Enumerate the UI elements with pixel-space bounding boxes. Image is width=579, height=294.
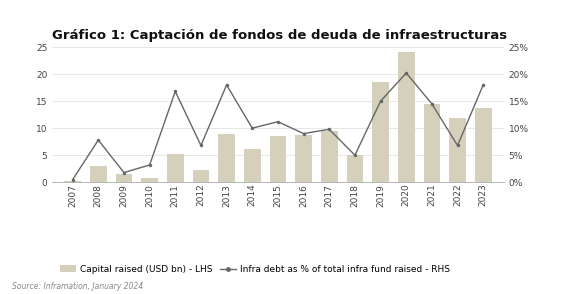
Bar: [347, 155, 363, 182]
Bar: [372, 82, 389, 182]
Bar: [321, 131, 338, 182]
Bar: [167, 153, 184, 182]
Bar: [449, 118, 466, 182]
Bar: [141, 178, 158, 182]
Bar: [295, 135, 312, 182]
Bar: [193, 171, 209, 182]
Text: Source: Inframation, January 2024: Source: Inframation, January 2024: [12, 282, 142, 291]
Bar: [218, 133, 235, 182]
Bar: [424, 104, 440, 182]
Bar: [90, 166, 107, 182]
Bar: [64, 181, 81, 182]
Bar: [398, 52, 415, 182]
Text: Gráfico 1: Captación de fondos de deuda de infraestructuras: Gráfico 1: Captación de fondos de deuda …: [52, 29, 507, 42]
Bar: [116, 174, 132, 182]
Legend: Capital raised (USD bn) - LHS, Infra debt as % of total infra fund raised - RHS: Capital raised (USD bn) - LHS, Infra deb…: [57, 261, 453, 278]
Bar: [475, 108, 492, 182]
Bar: [270, 136, 286, 182]
Bar: [244, 149, 261, 182]
